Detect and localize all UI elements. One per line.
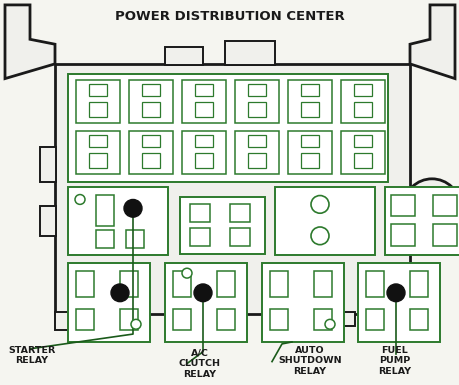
Bar [126, 230, 144, 248]
Text: POWER DISTRIBUTION CENTER: POWER DISTRIBUTION CENTER [115, 10, 344, 23]
Bar [300, 102, 319, 117]
Bar [390, 194, 414, 216]
Bar [262, 263, 343, 342]
Bar [68, 263, 150, 342]
Bar [165, 263, 246, 342]
Bar [247, 102, 266, 117]
Bar [190, 228, 210, 246]
Circle shape [386, 284, 404, 302]
Bar [96, 230, 114, 248]
Bar [76, 80, 120, 123]
Bar [190, 204, 210, 222]
Bar [230, 204, 249, 222]
Bar [141, 84, 160, 96]
Bar [141, 135, 160, 147]
Bar [194, 135, 213, 147]
Circle shape [194, 284, 212, 302]
Bar [409, 271, 427, 297]
Bar [353, 153, 371, 168]
Bar [224, 41, 274, 65]
Bar [247, 135, 266, 147]
Bar [68, 187, 168, 256]
Bar [182, 80, 225, 123]
Text: AUTO
SHUTDOWN
RELAY: AUTO SHUTDOWN RELAY [278, 346, 341, 376]
Bar [173, 271, 190, 297]
Polygon shape [5, 5, 55, 79]
Bar [235, 80, 279, 123]
Bar [313, 271, 331, 297]
Bar [300, 84, 319, 96]
Bar [55, 64, 409, 315]
Bar [76, 271, 94, 297]
Bar [247, 84, 266, 96]
Bar [120, 271, 138, 297]
Bar [182, 131, 225, 174]
Circle shape [111, 284, 129, 302]
Bar [89, 102, 107, 117]
Bar [120, 308, 138, 330]
Circle shape [310, 196, 328, 213]
Bar [217, 271, 235, 297]
Circle shape [403, 179, 459, 234]
Bar [365, 308, 383, 330]
Bar [129, 80, 173, 123]
Bar [353, 84, 371, 96]
Bar [89, 153, 107, 168]
Bar [300, 135, 319, 147]
Bar [194, 102, 213, 117]
Bar [353, 102, 371, 117]
Polygon shape [409, 5, 454, 79]
Bar [76, 308, 94, 330]
Circle shape [325, 319, 334, 329]
Bar [390, 224, 414, 246]
Bar [89, 84, 107, 96]
Bar [40, 206, 56, 236]
Bar [340, 80, 384, 123]
Bar [353, 135, 371, 147]
Circle shape [182, 268, 191, 278]
Bar [194, 84, 213, 96]
Circle shape [124, 199, 142, 217]
Text: FUEL
PUMP
RELAY: FUEL PUMP RELAY [378, 346, 411, 376]
Bar [76, 131, 120, 174]
Bar [235, 131, 279, 174]
Text: STARTER
RELAY: STARTER RELAY [8, 346, 56, 365]
Bar [432, 224, 456, 246]
Bar [287, 80, 331, 123]
Bar [313, 308, 331, 330]
Bar [68, 74, 387, 182]
Bar [179, 196, 264, 253]
Bar [274, 187, 374, 256]
Bar [217, 308, 235, 330]
Circle shape [75, 194, 85, 204]
Bar [365, 271, 383, 297]
Bar [299, 313, 354, 326]
Bar [96, 194, 114, 226]
Bar [89, 135, 107, 147]
Bar [141, 102, 160, 117]
Bar [269, 271, 287, 297]
Bar [384, 187, 459, 256]
Bar [55, 313, 110, 330]
Bar [340, 131, 384, 174]
Bar [409, 308, 427, 330]
Bar [194, 153, 213, 168]
Bar [287, 131, 331, 174]
Bar [129, 131, 173, 174]
Bar [432, 194, 456, 216]
Circle shape [310, 227, 328, 244]
Bar [141, 153, 160, 168]
Text: A/C
CLUTCH
RELAY: A/C CLUTCH RELAY [179, 349, 220, 378]
Bar [173, 308, 190, 330]
Bar [40, 147, 56, 182]
Bar [269, 308, 287, 330]
Bar [357, 263, 439, 342]
Bar [247, 153, 266, 168]
Bar [165, 47, 202, 65]
Circle shape [131, 319, 141, 329]
Bar [300, 153, 319, 168]
Bar [230, 228, 249, 246]
